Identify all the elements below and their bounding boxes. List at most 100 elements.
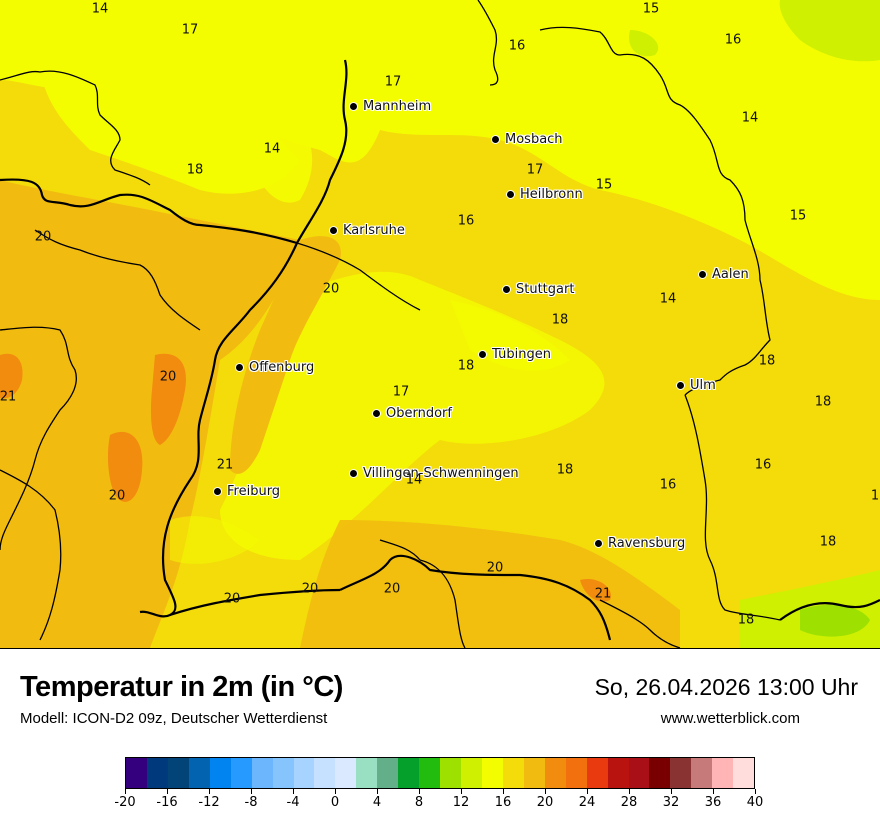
colorbar-tick — [713, 789, 714, 794]
city-dot-icon — [506, 190, 515, 199]
city-name: Heilbronn — [520, 187, 583, 202]
city-dot-icon — [349, 469, 358, 478]
colorbar-segment — [419, 758, 441, 788]
colorbar — [125, 757, 755, 789]
colorbar-tick-label: -12 — [198, 795, 220, 810]
city-name: Tübingen — [492, 347, 551, 362]
temperature-map: Mannheim Mosbach Heilbronn Karlsruhe Stuttga… — [0, 0, 880, 649]
colorbar-tick-label: 32 — [662, 795, 680, 810]
city-dot-icon — [594, 539, 603, 548]
city-name: Ulm — [690, 378, 716, 393]
temperature-value: 21 — [0, 389, 17, 405]
city-name: Mosbach — [505, 132, 563, 147]
colorbar-segment — [733, 758, 755, 788]
website-link[interactable]: www.wetterblick.com — [660, 710, 800, 727]
city-marker: Ravensburg — [594, 536, 685, 551]
model-info: Modell: ICON-D2 09z, Deutscher Wetterdie… — [20, 710, 328, 727]
colorbar-segment — [293, 758, 315, 788]
colorbar-tick — [587, 789, 588, 794]
map-legend-footer: Temperatur in 2m (in °C) Modell: ICON-D2… — [0, 649, 880, 830]
colorbar-tick-label: 16 — [494, 795, 512, 810]
temperature-value: 18 — [758, 353, 776, 369]
city-name: Aalen — [712, 267, 749, 282]
city-name: Mannheim — [363, 99, 432, 114]
temperature-value: 18 — [819, 534, 837, 550]
temperature-value: 1 — [870, 488, 880, 504]
temperature-value: 20 — [223, 591, 241, 607]
colorbar-segment — [712, 758, 734, 788]
colorbar-tick — [335, 789, 336, 794]
colorbar-tick — [461, 789, 462, 794]
city-dot-icon — [502, 285, 511, 294]
temperature-value: 18 — [457, 358, 475, 374]
temperature-value: 20 — [322, 281, 340, 297]
colorbar-segment — [335, 758, 357, 788]
city-name: Freiburg — [227, 484, 281, 499]
city-name: Villingen-Schwenningen — [363, 466, 519, 481]
colorbar-tick — [167, 789, 168, 794]
temperature-value: 16 — [754, 457, 772, 473]
city-marker: Ulm — [676, 378, 716, 393]
colorbar-segment — [565, 758, 587, 788]
temperature-value: 20 — [34, 229, 52, 245]
temperature-value: 20 — [159, 369, 177, 385]
temperature-value: 14 — [263, 141, 281, 157]
temperature-value: 14 — [659, 291, 677, 307]
colorbar-segment — [398, 758, 420, 788]
city-dot-icon — [213, 487, 222, 496]
colorbar-tick-label: -8 — [244, 795, 258, 810]
temperature-value: 15 — [595, 177, 613, 193]
city-marker: Oberndorf — [372, 406, 452, 421]
colorbar-ticks: -20 -16 -12 -8 -4 0 4 8 12 16 20 24 28 32 36 40 — [114, 789, 763, 819]
colorbar-tick-label: 28 — [620, 795, 638, 810]
colorbar-segment — [251, 758, 273, 788]
colorbar-tick-label: 36 — [704, 795, 722, 810]
city-dot-icon — [491, 135, 500, 144]
city-dot-icon — [698, 270, 707, 279]
colorbar-segment — [126, 758, 147, 788]
temperature-value: 18 — [737, 612, 755, 628]
city-name: Karlsruhe — [343, 223, 405, 238]
temperature-value: 16 — [724, 32, 742, 48]
temperature-value: 20 — [486, 560, 504, 576]
temperature-value: 16 — [457, 213, 475, 229]
city-marker: Stuttgart — [502, 282, 574, 297]
colorbar-segment — [188, 758, 210, 788]
colorbar-tick — [755, 789, 756, 794]
colorbar-tick — [209, 789, 210, 794]
colorbar-tick-label: 8 — [414, 795, 424, 810]
colorbar-tick — [419, 789, 420, 794]
temperature-value: 15 — [789, 208, 807, 224]
temperature-value: 14 — [405, 472, 423, 488]
city-marker: Aalen — [698, 267, 749, 282]
colorbar-tick-label: -16 — [156, 795, 178, 810]
temperature-value: 16 — [659, 477, 677, 493]
temperature-value: 14 — [741, 110, 759, 126]
city-name: Stuttgart — [516, 282, 575, 297]
colorbar-segment — [649, 758, 671, 788]
city-name: Offenburg — [249, 360, 315, 375]
city-dot-icon — [676, 381, 685, 390]
temperature-value: 17 — [384, 74, 402, 90]
colorbar-tick-label: 4 — [372, 795, 382, 810]
colorbar-segment — [586, 758, 608, 788]
city-marker: Mosbach — [491, 132, 563, 147]
colorbar-tick-label: -20 — [114, 795, 136, 810]
colorbar-tick — [629, 789, 630, 794]
map-title: Temperatur in 2m (in °C) — [20, 671, 343, 703]
colorbar-segment — [314, 758, 336, 788]
city-marker: Heilbronn — [506, 187, 583, 202]
colorbar-segment — [670, 758, 692, 788]
temperature-value: 14 — [91, 1, 109, 17]
colorbar-tick-label: 40 — [746, 795, 764, 810]
colorbar-tick-label: 12 — [452, 795, 470, 810]
city-marker: Tübingen — [478, 347, 551, 362]
city-marker: Offenburg — [235, 360, 314, 375]
colorbar-tick — [545, 789, 546, 794]
colorbar-segment — [544, 758, 566, 788]
colorbar-segment — [167, 758, 189, 788]
colorbar-segment — [440, 758, 461, 788]
temperature-value: 17 — [181, 22, 199, 38]
temperature-value: 18 — [814, 394, 832, 410]
forecast-datetime: So, 26.04.2026 13:00 Uhr — [594, 674, 858, 700]
